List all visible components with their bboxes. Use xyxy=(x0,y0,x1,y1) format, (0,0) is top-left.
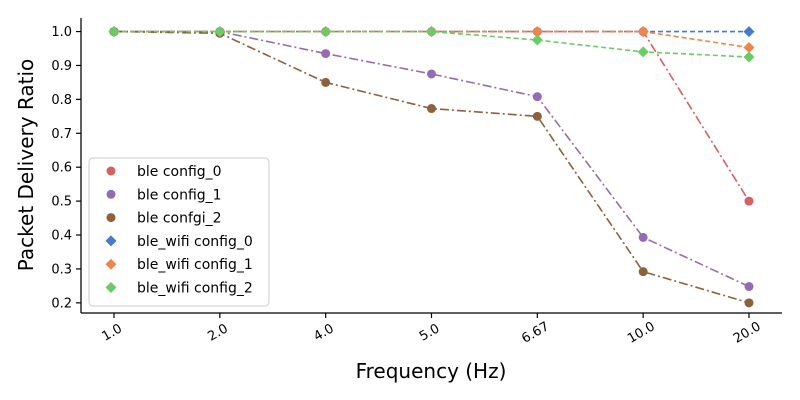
legend-label: ble_wifi config_1 xyxy=(137,257,253,273)
data-point xyxy=(743,51,755,63)
data-point xyxy=(637,46,649,58)
data-point xyxy=(531,26,543,38)
legend-marker xyxy=(105,258,117,270)
data-point xyxy=(743,26,755,38)
data-point xyxy=(320,26,332,38)
legend-frame xyxy=(88,157,270,307)
data-point xyxy=(108,26,120,38)
y-tick-label: 0.9 xyxy=(51,59,72,74)
legend-marker xyxy=(105,282,117,293)
series-layer xyxy=(108,26,755,308)
data-point xyxy=(744,282,754,292)
legend-label: ble_wifi config_2 xyxy=(137,281,253,297)
data-point xyxy=(427,104,436,114)
x-tick-label: 10.0 xyxy=(625,319,658,346)
y-tick-label: 0.8 xyxy=(51,93,72,108)
x-tick-label: 5.0 xyxy=(417,321,442,344)
data-point xyxy=(637,26,649,38)
data-point xyxy=(427,69,436,79)
y-tick-label: 0.2 xyxy=(51,296,72,311)
y-tick-label: 0.5 xyxy=(51,195,72,210)
data-point xyxy=(638,232,648,242)
y-tick-label: 1.0 xyxy=(51,25,72,40)
legend-label: ble confgi_2 xyxy=(137,211,222,227)
series-5 xyxy=(108,26,755,63)
legend-label: ble config_1 xyxy=(137,187,222,203)
x-tick-label: 20.0 xyxy=(731,319,764,346)
data-point xyxy=(744,298,754,308)
x-axis-title: Frequency (Hz) xyxy=(356,359,507,383)
x-tick-label: 6.67 xyxy=(519,319,552,346)
data-point xyxy=(321,77,331,87)
y-tick-label: 0.4 xyxy=(51,229,72,244)
y-tick-label: 0.7 xyxy=(51,127,72,142)
data-point xyxy=(532,111,542,121)
y-tick-label: 0.3 xyxy=(51,262,72,277)
y-axis-title: Packet Delivery Ratio xyxy=(14,59,38,272)
data-point xyxy=(214,26,226,38)
legend-marker xyxy=(106,189,116,199)
data-point xyxy=(426,26,437,38)
data-point xyxy=(532,92,542,102)
x-tick-label: 1.0 xyxy=(100,321,125,344)
data-point xyxy=(744,196,754,206)
data-point xyxy=(743,42,755,53)
data-point xyxy=(638,267,648,277)
y-tick-label: 0.6 xyxy=(51,161,72,176)
legend-marker xyxy=(106,213,116,223)
legend-label: ble_wifi config_0 xyxy=(137,234,253,250)
legend-marker xyxy=(105,235,117,247)
legend-marker xyxy=(106,166,116,176)
x-tick-label: 4.0 xyxy=(311,321,336,344)
data-point xyxy=(321,49,331,59)
legend-label: ble config_0 xyxy=(137,164,222,180)
x-tick-label: 2.0 xyxy=(205,321,230,344)
data-point xyxy=(531,34,543,46)
